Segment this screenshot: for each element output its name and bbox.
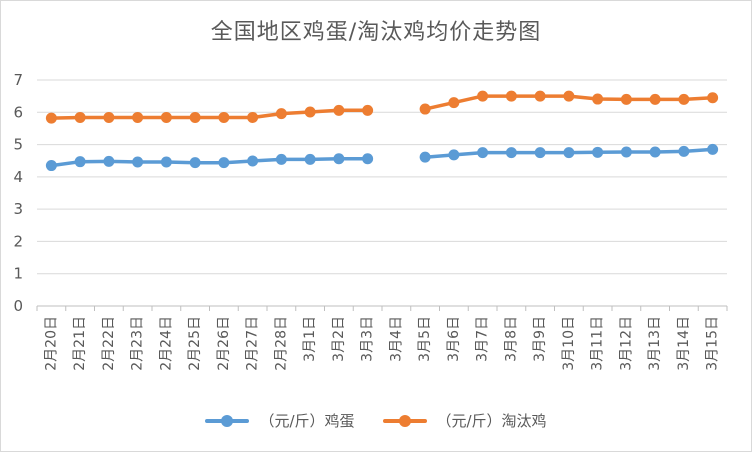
- data-point-1[interactable]: [505, 90, 517, 102]
- data-point-1[interactable]: [189, 111, 201, 123]
- x-tick-label: 3月2日: [331, 316, 347, 362]
- data-point-0[interactable]: [477, 147, 489, 159]
- legend-label-egg: （元/斤）鸡蛋: [259, 412, 355, 430]
- data-point-0[interactable]: [678, 145, 690, 157]
- x-tick-label: 3月4日: [388, 316, 404, 362]
- y-tick-label: 6: [13, 103, 23, 121]
- legend: （元/斤）鸡蛋 （元/斤）淘汰鸡: [0, 410, 752, 431]
- data-point-1[interactable]: [160, 111, 172, 123]
- x-tick-label: 3月12日: [618, 316, 634, 371]
- data-point-0[interactable]: [74, 156, 86, 168]
- x-tick-label: 3月10日: [561, 316, 577, 371]
- series-layer: [45, 90, 719, 172]
- data-point-1[interactable]: [304, 106, 316, 118]
- legend-marker-hen: [382, 414, 427, 428]
- x-tick-label: 3月11日: [590, 316, 606, 371]
- x-tick-label: 2月25日: [187, 316, 203, 371]
- data-point-1[interactable]: [477, 90, 489, 102]
- data-point-0[interactable]: [419, 151, 431, 163]
- x-tick-label: 2月22日: [101, 316, 117, 371]
- series-line-1: [49, 94, 715, 120]
- data-point-1[interactable]: [45, 112, 57, 124]
- data-point-1[interactable]: [592, 93, 604, 105]
- data-point-0[interactable]: [247, 155, 259, 167]
- x-tick-label: 3月9日: [532, 316, 548, 362]
- data-point-0[interactable]: [649, 146, 661, 158]
- x-tick-label: 3月6日: [446, 316, 462, 362]
- x-tick-label: 3月13日: [647, 316, 663, 371]
- data-point-0[interactable]: [132, 156, 144, 168]
- y-tick-label: 4: [13, 168, 23, 186]
- legend-item-hen[interactable]: （元/斤）淘汰鸡: [382, 410, 547, 431]
- y-axis: 0 1 2 3 4 5 6 7: [13, 71, 23, 315]
- data-point-1[interactable]: [362, 104, 374, 116]
- data-point-1[interactable]: [707, 92, 719, 104]
- y-tick-label: 2: [13, 232, 23, 250]
- x-tick-label: 2月23日: [130, 316, 146, 371]
- data-point-0[interactable]: [103, 155, 115, 167]
- data-point-1[interactable]: [218, 111, 230, 123]
- x-tick-label: 3月15日: [705, 316, 721, 371]
- data-point-1[interactable]: [275, 108, 287, 120]
- data-point-0[interactable]: [448, 149, 460, 161]
- x-tick-label: 3月14日: [676, 316, 692, 371]
- data-point-0[interactable]: [362, 153, 374, 165]
- legend-marker-egg: [205, 414, 250, 428]
- x-tick-label: 3月8日: [503, 316, 519, 362]
- data-point-1[interactable]: [419, 103, 431, 115]
- data-point-1[interactable]: [534, 90, 546, 102]
- data-point-0[interactable]: [563, 147, 575, 159]
- x-tick-label: 3月1日: [302, 316, 318, 362]
- legend-dot-hen: [398, 414, 411, 427]
- data-point-1[interactable]: [247, 111, 259, 123]
- x-tick-label: 2月28日: [273, 316, 289, 371]
- data-point-1[interactable]: [333, 104, 345, 116]
- data-point-0[interactable]: [592, 146, 604, 158]
- data-point-1[interactable]: [132, 111, 144, 123]
- y-tick-label: 7: [13, 71, 23, 89]
- data-point-1[interactable]: [563, 90, 575, 102]
- x-tick-label: 3月3日: [360, 316, 376, 362]
- chart-title: 全国地区鸡蛋/淘汰鸡均价走势图: [210, 20, 542, 45]
- x-tick-label: 2月24日: [158, 316, 174, 371]
- data-point-1[interactable]: [103, 111, 115, 123]
- x-axis: 2月20日 2月21日 2月22日 2月23日 2月24日 2月25日 2月26日 2月27日…: [36, 305, 728, 371]
- legend-item-egg[interactable]: （元/斤）鸡蛋: [205, 410, 355, 431]
- series-line-0: [49, 147, 715, 168]
- data-point-0[interactable]: [534, 147, 546, 159]
- data-point-0[interactable]: [45, 160, 57, 172]
- data-point-1[interactable]: [620, 93, 632, 105]
- y-tick-label: 5: [13, 136, 23, 154]
- data-point-1[interactable]: [678, 93, 690, 105]
- data-point-0[interactable]: [218, 157, 230, 169]
- x-tick-label: 2月21日: [72, 316, 88, 371]
- y-tick-label: 1: [13, 265, 23, 283]
- y-tick-label: 0: [13, 297, 23, 315]
- legend-label-hen: （元/斤）淘汰鸡: [436, 412, 547, 430]
- data-point-0[interactable]: [505, 147, 517, 159]
- x-tick-label: 2月26日: [216, 316, 232, 371]
- data-point-0[interactable]: [189, 157, 201, 169]
- data-point-0[interactable]: [707, 143, 719, 155]
- data-point-0[interactable]: [620, 146, 632, 158]
- data-point-0[interactable]: [275, 153, 287, 165]
- data-point-1[interactable]: [448, 97, 460, 109]
- data-point-1[interactable]: [74, 111, 86, 123]
- x-tick-label: 2月27日: [245, 316, 261, 371]
- x-tick-label: 3月5日: [417, 316, 433, 362]
- gridlines: [37, 79, 727, 275]
- data-point-1[interactable]: [649, 93, 661, 105]
- data-point-0[interactable]: [304, 153, 316, 165]
- data-point-0[interactable]: [160, 156, 172, 168]
- legend-dot-egg: [221, 414, 234, 427]
- data-point-0[interactable]: [333, 153, 345, 165]
- x-tick-label: 2月20日: [43, 316, 59, 371]
- x-tick-label: 3月7日: [475, 316, 491, 362]
- y-tick-label: 3: [13, 200, 23, 218]
